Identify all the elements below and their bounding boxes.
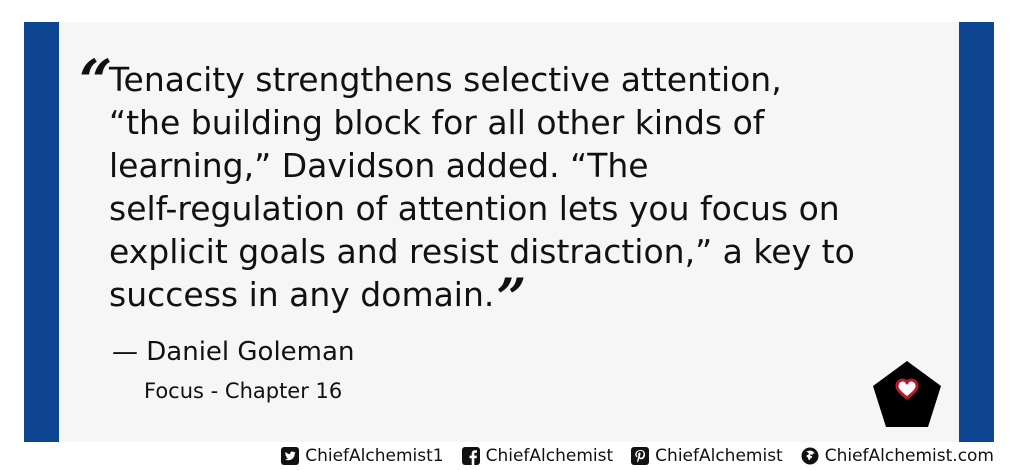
globe-icon (801, 447, 819, 465)
quote-line: success in any domain. (109, 275, 495, 314)
close-quote-mark: ” (496, 268, 526, 329)
quote-panel: “ Tenacity strengthens selective attenti… (59, 22, 959, 442)
pinterest-icon (631, 447, 650, 465)
twitter-handle: ChiefAlchemist1 (305, 446, 444, 466)
quote-line: Tenacity strengthens selective attention… (109, 60, 782, 99)
quote-line: learning,” Davidson added. “The (109, 146, 649, 185)
quote-line: “the building block for all other kinds … (109, 103, 765, 142)
website-link[interactable]: ChiefAlchemist.com (801, 446, 994, 466)
quote-line: explicit goals and resist distraction,” … (109, 232, 855, 271)
social-footer: ChiefAlchemist1 ChiefAlchemist ChiefAlch… (281, 444, 994, 468)
quote-line: self-regulation of attention lets you fo… (109, 189, 840, 228)
facebook-handle: ChiefAlchemist (485, 446, 614, 466)
pinterest-handle: ChiefAlchemist (655, 446, 783, 466)
facebook-link[interactable]: ChiefAlchemist (461, 446, 614, 466)
quote-author: — Daniel Goleman (112, 337, 355, 367)
pentagon-heart-logo (873, 361, 941, 427)
quote-card: “ Tenacity strengthens selective attenti… (24, 22, 994, 442)
twitter-link[interactable]: ChiefAlchemist1 (281, 446, 444, 466)
website-url: ChiefAlchemist.com (824, 446, 994, 466)
quote-text: Tenacity strengthens selective attention… (109, 58, 939, 325)
quote-source: Focus - Chapter 16 (144, 379, 343, 403)
pinterest-link[interactable]: ChiefAlchemist (631, 446, 783, 466)
twitter-icon (281, 447, 300, 465)
open-quote-mark: “ (79, 47, 112, 115)
facebook-icon (461, 447, 480, 465)
